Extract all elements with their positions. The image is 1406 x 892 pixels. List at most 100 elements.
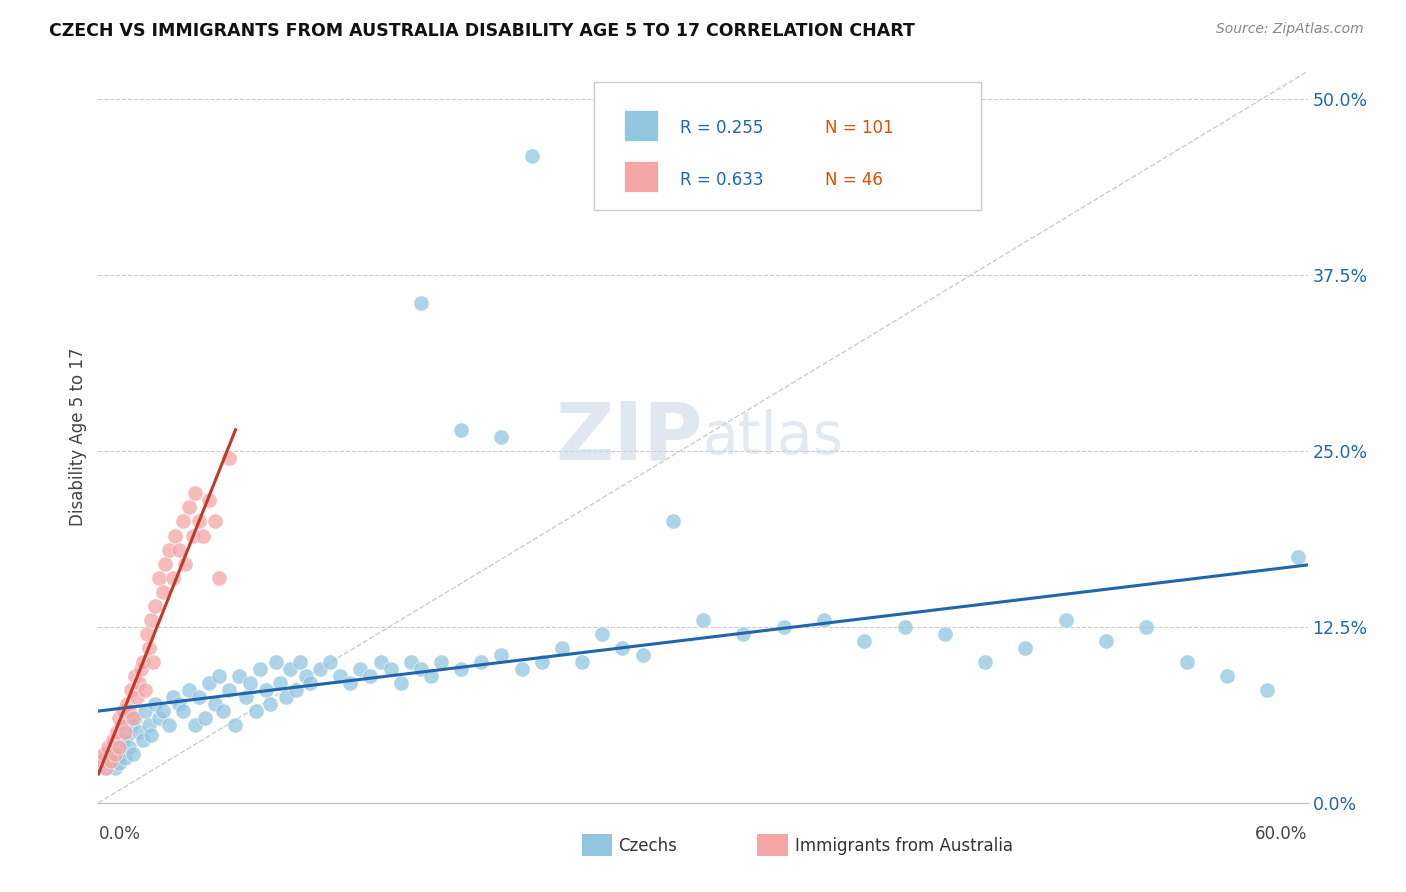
Immigrants from Australia — [179, 500, 201, 515]
Text: CZECH VS IMMIGRANTS FROM AUSTRALIA DISABILITY AGE 5 TO 17 CORRELATION CHART: CZECH VS IMMIGRANTS FROM AUSTRALIA DISAB… — [49, 22, 915, 40]
Czechs — [103, 761, 125, 775]
Czechs — [103, 739, 125, 754]
Czechs — [299, 676, 322, 690]
Czechs — [409, 662, 432, 676]
Czechs — [591, 627, 613, 641]
Czechs — [110, 742, 132, 756]
Text: N = 101: N = 101 — [825, 120, 894, 137]
Czechs — [143, 698, 166, 712]
Czechs — [114, 751, 136, 765]
Czechs — [491, 430, 513, 444]
Immigrants from Australia — [129, 662, 152, 676]
Czechs — [380, 662, 402, 676]
Czechs — [319, 655, 342, 669]
Czechs — [128, 725, 150, 739]
Immigrants from Australia — [142, 655, 165, 669]
Czechs — [853, 634, 876, 648]
Text: Source: ZipAtlas.com: Source: ZipAtlas.com — [1216, 22, 1364, 37]
Czechs — [101, 754, 124, 768]
Czechs — [295, 669, 318, 683]
Czechs — [309, 662, 332, 676]
Immigrants from Australia — [121, 711, 143, 725]
Czechs — [430, 655, 453, 669]
Czechs — [530, 655, 553, 669]
Czechs — [420, 669, 443, 683]
Czechs — [399, 655, 422, 669]
Czechs — [692, 613, 714, 627]
Text: N = 46: N = 46 — [825, 170, 883, 188]
Immigrants from Australia — [103, 747, 125, 761]
Immigrants from Australia — [134, 683, 156, 698]
Czechs — [188, 690, 211, 705]
Czechs — [520, 149, 543, 163]
Immigrants from Australia — [120, 683, 142, 698]
Czechs — [772, 620, 794, 634]
Czechs — [551, 641, 574, 656]
Czechs — [152, 705, 174, 719]
Czechs — [288, 655, 311, 669]
Czechs — [228, 669, 250, 683]
Czechs — [339, 676, 361, 690]
Czechs — [198, 676, 221, 690]
Czechs — [329, 669, 352, 683]
Czechs — [1216, 669, 1239, 683]
Czechs — [491, 648, 513, 662]
Immigrants from Australia — [96, 761, 118, 775]
Immigrants from Australia — [118, 705, 141, 719]
Czechs — [278, 662, 301, 676]
Immigrants from Australia — [115, 698, 138, 712]
Czechs — [184, 718, 207, 732]
Czechs — [274, 690, 297, 705]
Text: R = 0.255: R = 0.255 — [681, 120, 763, 137]
Czechs — [249, 662, 271, 676]
Czechs — [179, 683, 201, 698]
Czechs — [470, 655, 492, 669]
Immigrants from Australia — [204, 515, 226, 529]
FancyBboxPatch shape — [624, 110, 658, 141]
Czechs — [121, 747, 143, 761]
Czechs — [139, 728, 162, 742]
Immigrants from Australia — [198, 493, 221, 508]
Czechs — [134, 705, 156, 719]
Immigrants from Australia — [174, 557, 197, 571]
Czechs — [93, 761, 115, 775]
Immigrants from Australia — [105, 725, 128, 739]
Immigrants from Australia — [125, 690, 148, 705]
Immigrants from Australia — [162, 571, 184, 585]
Czechs — [118, 739, 141, 754]
Czechs — [269, 676, 291, 690]
Text: Immigrants from Australia: Immigrants from Australia — [794, 837, 1012, 855]
Czechs — [631, 648, 654, 662]
Czechs — [138, 718, 160, 732]
Czechs — [194, 711, 217, 725]
Text: ZIP: ZIP — [555, 398, 703, 476]
Czechs — [148, 711, 170, 725]
Czechs — [813, 613, 835, 627]
Czechs — [157, 718, 180, 732]
Czechs — [264, 655, 287, 669]
FancyBboxPatch shape — [595, 82, 981, 211]
Immigrants from Australia — [167, 542, 190, 557]
Immigrants from Australia — [188, 515, 211, 529]
Czechs — [97, 751, 120, 765]
Czechs — [389, 676, 412, 690]
Y-axis label: Disability Age 5 to 17: Disability Age 5 to 17 — [69, 348, 87, 526]
Text: Czechs: Czechs — [619, 837, 678, 855]
Czechs — [107, 756, 129, 771]
Immigrants from Australia — [101, 732, 124, 747]
Immigrants from Australia — [111, 705, 134, 719]
Immigrants from Australia — [163, 528, 186, 542]
Text: 0.0%: 0.0% — [98, 825, 141, 843]
Czechs — [162, 690, 184, 705]
Czechs — [1175, 655, 1198, 669]
Czechs — [218, 683, 240, 698]
Czechs — [235, 690, 257, 705]
Czechs — [893, 620, 915, 634]
Immigrants from Australia — [107, 739, 129, 754]
Immigrants from Australia — [97, 739, 120, 754]
Immigrants from Australia — [93, 747, 115, 761]
Immigrants from Australia — [143, 599, 166, 613]
FancyBboxPatch shape — [582, 834, 613, 856]
Immigrants from Australia — [208, 571, 231, 585]
Immigrants from Australia — [100, 754, 122, 768]
